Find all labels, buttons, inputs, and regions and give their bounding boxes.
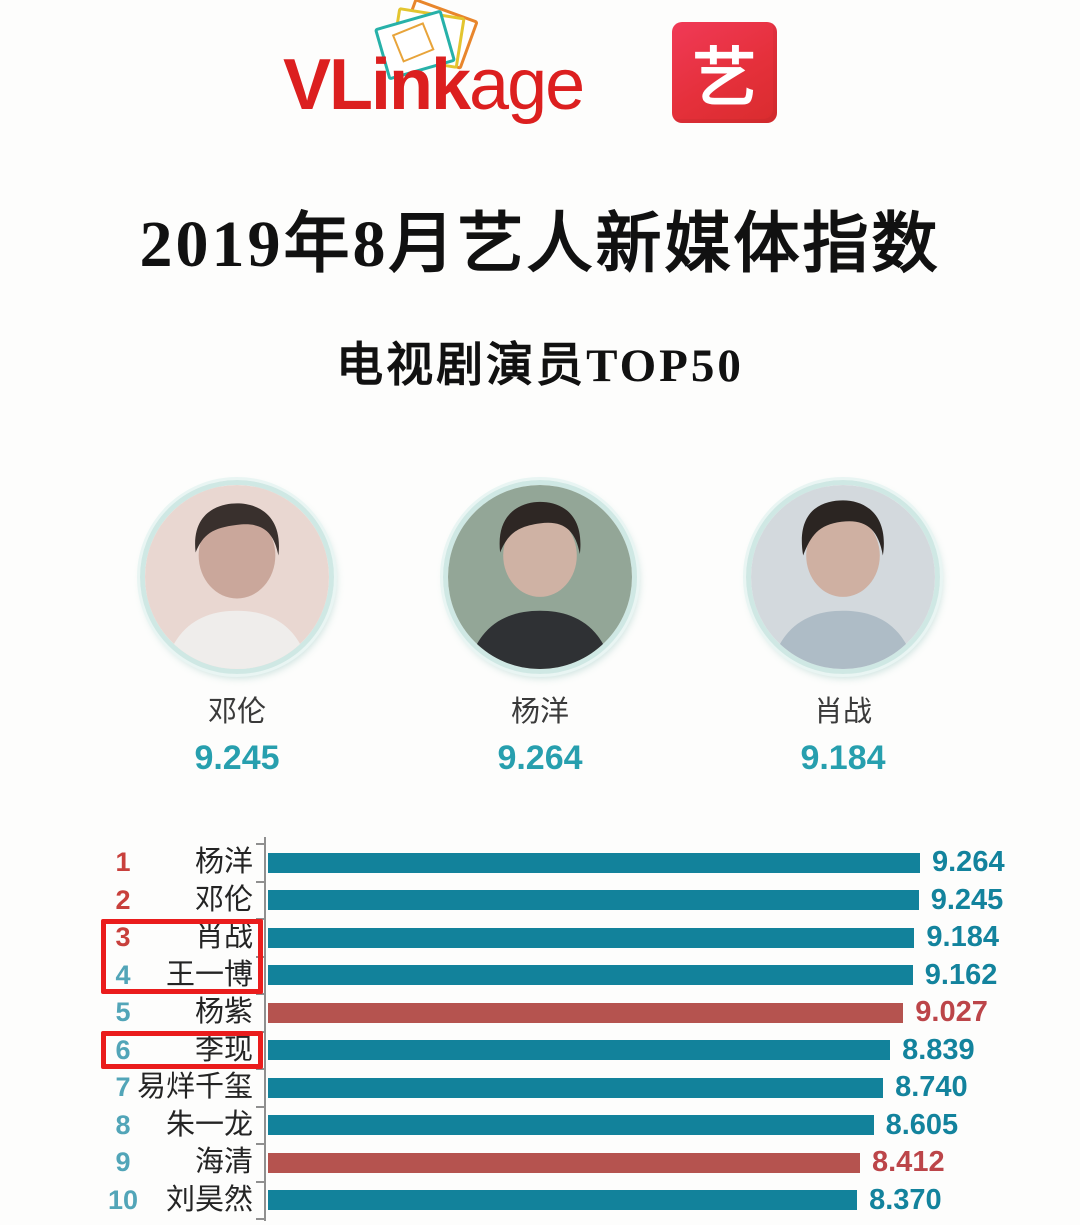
axis-tick bbox=[256, 843, 264, 845]
avatar-denglun bbox=[140, 480, 334, 674]
person-silhouette-icon bbox=[751, 485, 935, 669]
axis-tick bbox=[256, 1143, 264, 1145]
actor-name-label: 朱一龙 bbox=[165, 1108, 253, 1141]
chart-row: 6 李现 8.839 bbox=[90, 1032, 1050, 1070]
score-value-label: 8.605 bbox=[885, 1108, 959, 1141]
person-silhouette-icon bbox=[145, 485, 329, 669]
person-silhouette-icon bbox=[448, 485, 632, 669]
header-logo-group: VLinkage 艺 bbox=[0, 0, 1080, 150]
axis-tick bbox=[256, 993, 264, 995]
score-bar bbox=[268, 1002, 904, 1023]
score-bar bbox=[268, 1115, 874, 1135]
actor-name-label: 肖战 bbox=[194, 921, 253, 953]
score-value-label: 8.370 bbox=[869, 1183, 942, 1216]
rank-label: 4 bbox=[115, 959, 131, 990]
score-value-label: 9.162 bbox=[924, 958, 998, 991]
score-bar bbox=[268, 927, 915, 948]
chart-row: 1 杨洋 9.264 bbox=[90, 844, 1050, 882]
highlight-box bbox=[101, 918, 263, 994]
ranking-bar-chart: 1 杨洋 9.264 2 邓伦 9.245 3 肖战 9.184 4 王一博 9.162 5 杨紫 9.02… bbox=[90, 837, 1050, 1221]
highlight-box bbox=[101, 1031, 263, 1069]
rank-label: 6 bbox=[115, 1034, 131, 1065]
rank-label: 1 bbox=[115, 847, 131, 877]
top3-score: 9.245 bbox=[194, 739, 280, 777]
chart-row: 8 朱一龙 8.605 bbox=[90, 1107, 1050, 1145]
score-bar bbox=[268, 1077, 884, 1098]
axis-tick bbox=[256, 1218, 264, 1220]
chart-row: 5 杨紫 9.027 bbox=[90, 994, 1050, 1032]
rank-label: 2 bbox=[115, 884, 131, 915]
score-bar bbox=[268, 1190, 858, 1210]
vlinkage-logo: VLinkage bbox=[283, 45, 585, 125]
top3-score: 9.264 bbox=[497, 739, 583, 777]
score-value-label: 9.184 bbox=[926, 921, 999, 953]
chart-row: 7 易烊千玺 8.740 bbox=[90, 1069, 1050, 1107]
chart-row: 2 邓伦 9.245 bbox=[90, 882, 1050, 920]
top3-name: 杨洋 bbox=[510, 696, 569, 728]
yi-app-icon-glyph: 艺 bbox=[692, 41, 757, 114]
rank-label: 7 bbox=[115, 1072, 131, 1102]
score-bar bbox=[268, 890, 919, 910]
score-value-label: 9.245 bbox=[930, 883, 1004, 916]
actor-name-label: 李现 bbox=[194, 1033, 253, 1066]
rank-label: 8 bbox=[115, 1109, 131, 1140]
avatar-yangyang bbox=[443, 480, 637, 674]
page-subtitle: 电视剧演员TOP50 bbox=[336, 340, 744, 392]
score-value-label: 9.264 bbox=[932, 846, 1005, 878]
chart-row: 4 王一博 9.162 bbox=[90, 957, 1050, 995]
score-bar bbox=[268, 965, 913, 985]
chart-row: 10 刘昊然 8.370 bbox=[90, 1182, 1050, 1220]
axis-tick bbox=[256, 1105, 264, 1108]
actor-name-label: 杨洋 bbox=[194, 846, 253, 878]
top3-card-yangyang: 杨洋 9.264 bbox=[390, 480, 690, 778]
vlinkage-logo-light: age bbox=[469, 45, 585, 125]
page-title: 2019年8月艺人新媒体指数 bbox=[139, 208, 941, 281]
avatar-xiaozhan bbox=[746, 480, 940, 674]
chart-row: 3 肖战 9.184 bbox=[90, 919, 1050, 957]
score-bar bbox=[268, 1152, 860, 1173]
actor-name-label: 杨紫 bbox=[194, 996, 253, 1028]
top3-name: 肖战 bbox=[813, 696, 872, 728]
vlinkage-logo-bold: VLink bbox=[283, 45, 471, 125]
top3-card-xiaozhan: 肖战 9.184 bbox=[693, 480, 993, 778]
score-bar bbox=[268, 1040, 891, 1060]
actor-name-label: 刘昊然 bbox=[165, 1183, 253, 1216]
actor-name-label: 易烊千玺 bbox=[136, 1071, 253, 1103]
score-bar bbox=[268, 852, 920, 873]
chart-axis-line bbox=[264, 837, 266, 1221]
yi-app-icon: 艺 bbox=[672, 22, 777, 123]
score-value-label: 9.027 bbox=[915, 996, 988, 1028]
rank-label: 10 bbox=[107, 1184, 139, 1215]
rank-label: 9 bbox=[115, 1147, 131, 1177]
axis-tick bbox=[256, 1068, 264, 1070]
actor-name-label: 海清 bbox=[194, 1146, 253, 1178]
rank-label: 5 bbox=[115, 997, 131, 1027]
score-value-label: 8.412 bbox=[872, 1146, 945, 1178]
actor-name-label: 邓伦 bbox=[194, 883, 253, 916]
rank-label: 3 bbox=[115, 922, 131, 952]
top3-score: 9.184 bbox=[800, 739, 886, 777]
score-value-label: 8.839 bbox=[902, 1033, 975, 1066]
axis-tick bbox=[256, 880, 264, 883]
top3-name: 邓伦 bbox=[207, 696, 266, 728]
chart-row: 9 海清 8.412 bbox=[90, 1144, 1050, 1182]
actor-name-label: 王一博 bbox=[165, 958, 253, 991]
axis-tick bbox=[256, 1180, 264, 1183]
score-value-label: 8.740 bbox=[895, 1071, 968, 1103]
top3-card-denglun: 邓伦 9.245 bbox=[87, 480, 387, 778]
